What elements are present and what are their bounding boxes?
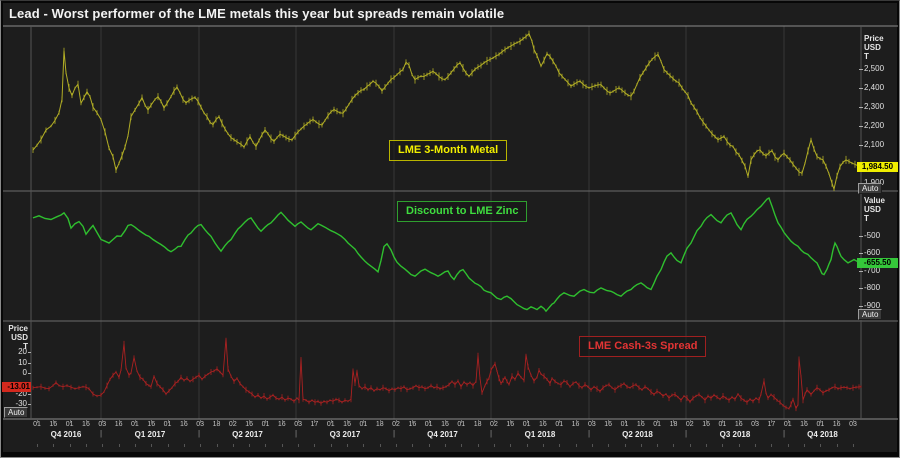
axis-title-line: T — [864, 214, 869, 223]
axis-title-line: Price — [8, 324, 28, 333]
axis-title-line: T — [23, 342, 28, 351]
series-label-3month-metal: LME 3-Month Metal — [389, 140, 508, 161]
axis-title-line: USD — [864, 43, 881, 52]
axis-title-line: USD — [11, 333, 28, 342]
series-lme-3-month-metal — [32, 32, 862, 191]
auto-scale-button-bottom-panel[interactable]: Auto — [4, 407, 29, 418]
axis-title-line: Price — [864, 34, 884, 43]
series-bars-lme-cash-3s-spread — [32, 337, 862, 412]
axis-title-line: Value — [864, 196, 885, 205]
last-value-tag-spread: -13.01 — [2, 381, 31, 392]
page-title: Lead - Worst performer of the LME metals… — [9, 6, 505, 21]
series-discount-to-lme-zinc — [32, 196, 862, 313]
last-value-tag-discount: -655.50 — [857, 258, 898, 269]
auto-scale-button-middle-panel[interactable]: Auto — [858, 309, 883, 320]
chart-background — [3, 3, 897, 452]
last-value-tag-3month: 1,984.50 — [857, 162, 898, 173]
axis-title-line: USD — [864, 205, 881, 214]
series-label-cash-3s-spread: LME Cash-3s Spread — [579, 336, 707, 357]
series-label-discount-zinc: Discount to LME Zinc — [397, 201, 528, 222]
axis-title-top-right: Price USD T — [864, 34, 884, 61]
auto-scale-button-top-panel[interactable]: Auto — [858, 183, 883, 194]
series-bars-lme-3-month-metal — [32, 30, 862, 192]
series-lme-cash-3s-spread — [32, 338, 862, 410]
axis-title-line: T — [864, 52, 869, 61]
axis-title-bottom-left: Price USD T — [1, 324, 28, 351]
axis-title-middle-right: Value USD T — [864, 196, 885, 223]
